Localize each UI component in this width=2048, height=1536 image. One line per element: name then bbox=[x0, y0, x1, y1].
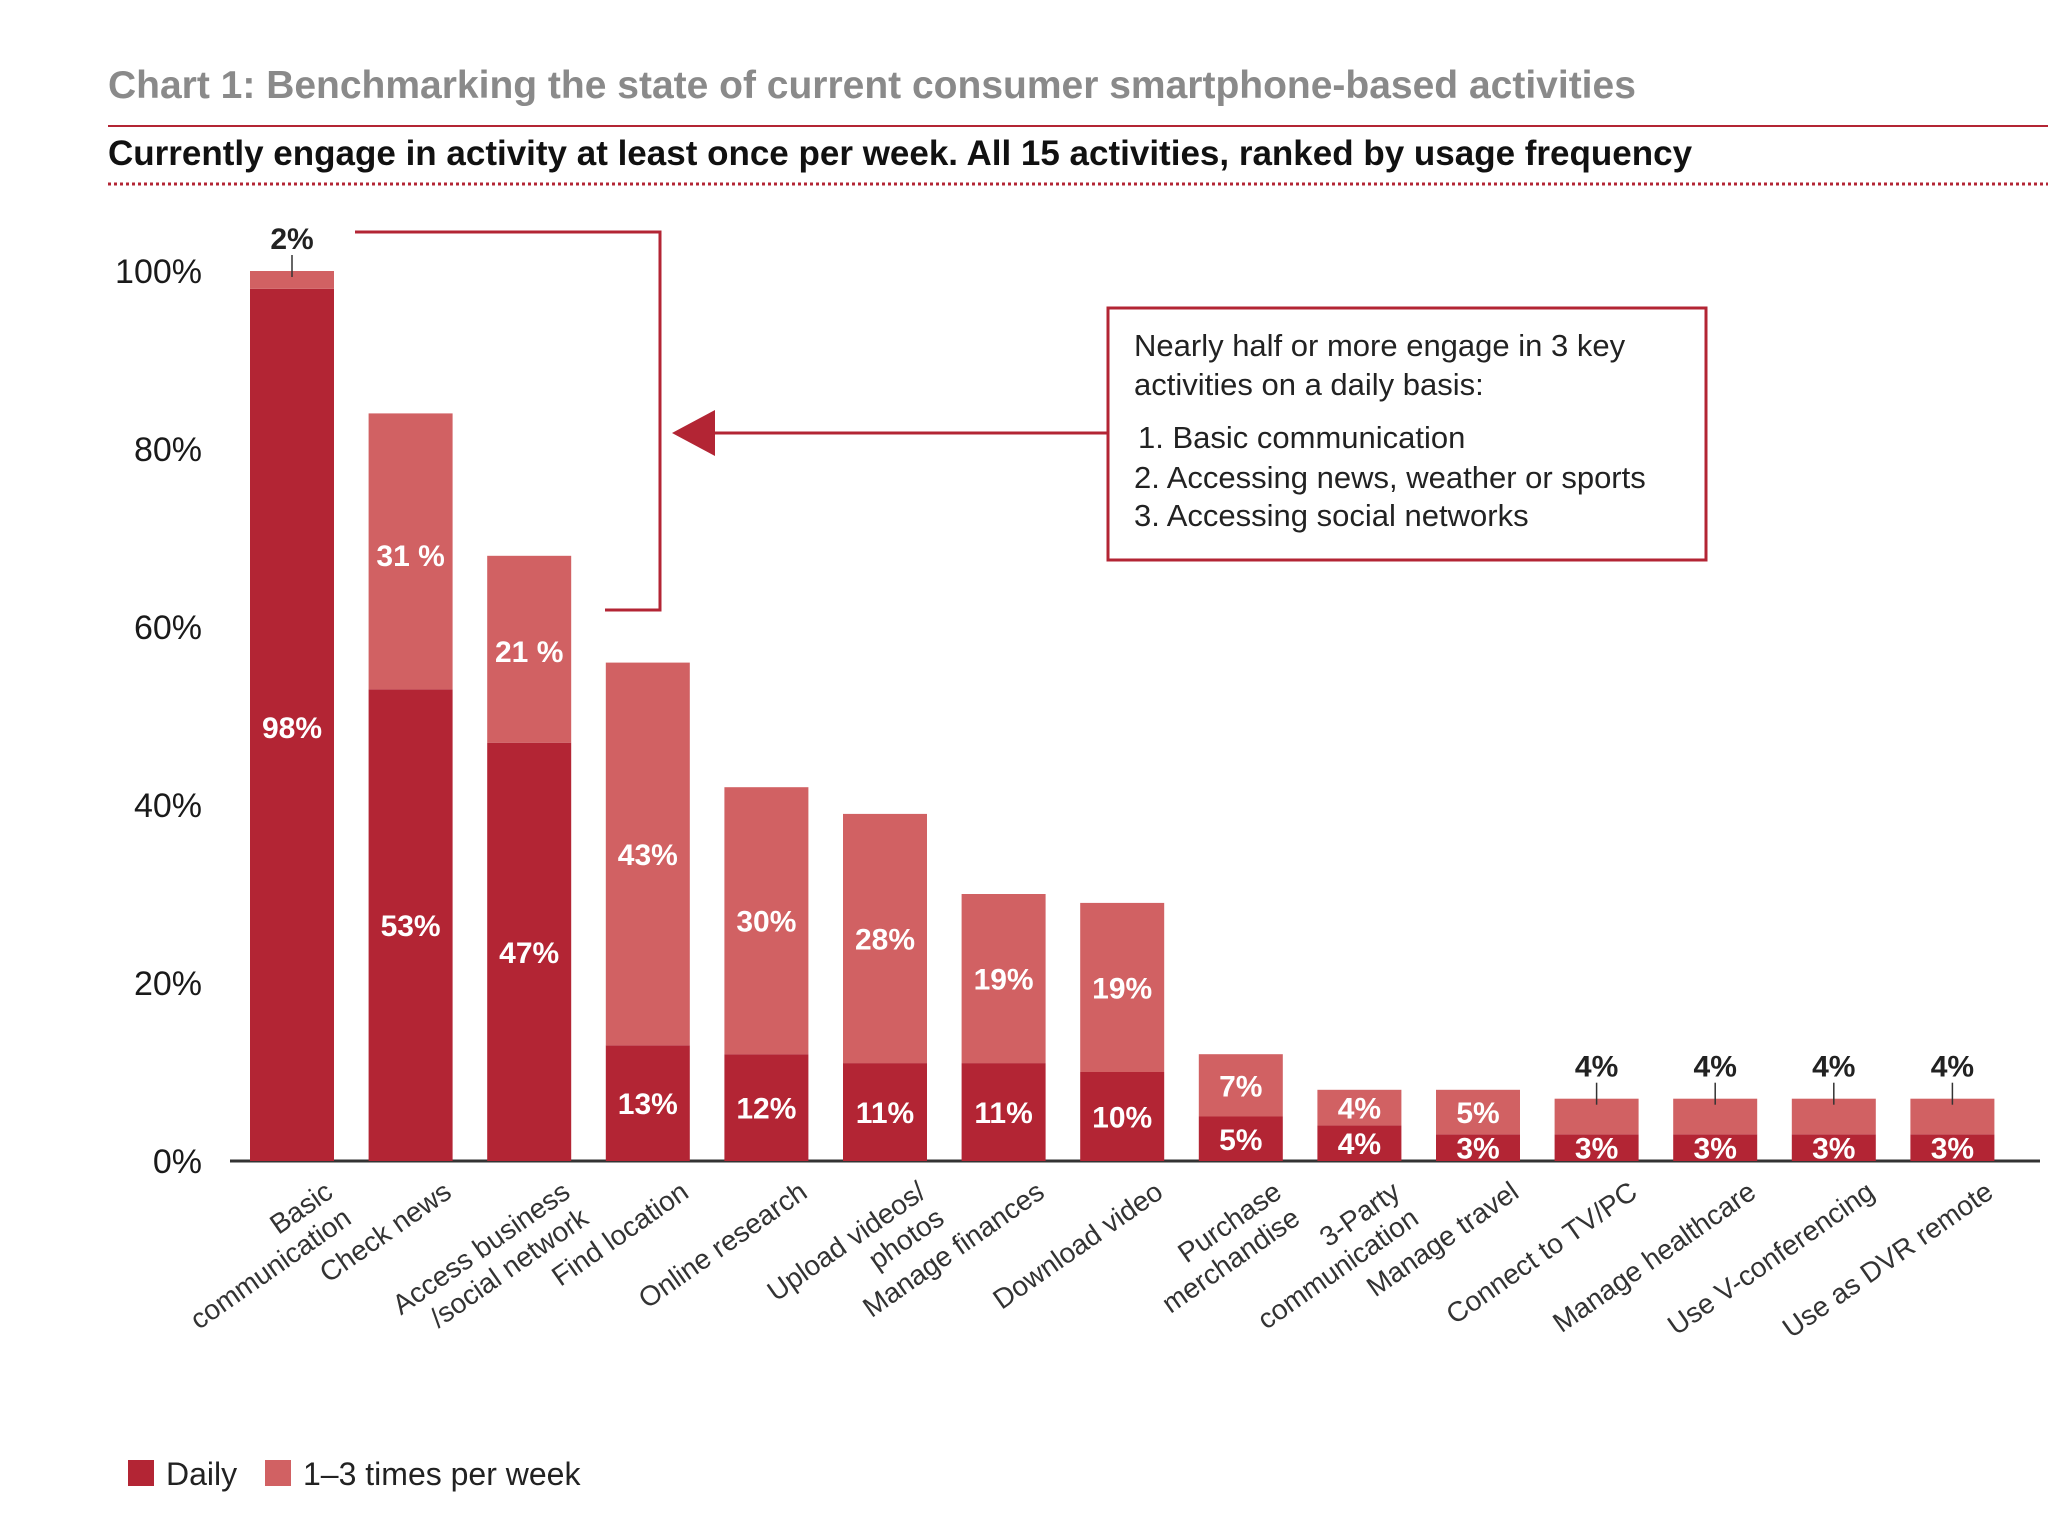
legend-swatch-daily bbox=[128, 1460, 154, 1486]
category-label: Connect to TV/PC bbox=[1440, 1176, 1642, 1331]
y-axis: 0% 20% 40% 60% 80% 100% bbox=[115, 253, 202, 1181]
y-tick-label: 0% bbox=[153, 1143, 202, 1181]
bar-daily bbox=[1673, 1134, 1758, 1161]
data-label-weekly: 7% bbox=[1219, 1070, 1262, 1103]
y-tick-label: 60% bbox=[134, 609, 202, 647]
chart-subtitle: Currently engage in activity at least on… bbox=[108, 134, 1693, 173]
category-label-line: Connect to TV/PC bbox=[1440, 1176, 1642, 1331]
bar-daily bbox=[961, 1063, 1046, 1161]
data-label-daily: 12% bbox=[736, 1093, 796, 1126]
data-label-daily: 3% bbox=[1456, 1133, 1499, 1166]
bar-daily bbox=[487, 742, 572, 1161]
chart-title: Chart 1: Benchmarking the state of curre… bbox=[108, 64, 1636, 107]
bar-weekly bbox=[250, 271, 334, 289]
legend-label-weekly: 1–3 times per week bbox=[303, 1456, 581, 1492]
data-label-daily: 3% bbox=[1575, 1133, 1618, 1166]
y-tick-label: 100% bbox=[115, 253, 202, 291]
callout-intro-line-2: activities on a daily basis: bbox=[1134, 367, 1484, 402]
data-label-daily: 4% bbox=[1338, 1128, 1381, 1161]
bar-weekly bbox=[487, 555, 572, 743]
bar-daily bbox=[1791, 1134, 1876, 1161]
callout-item-2: 2. Accessing news, weather or sports bbox=[1134, 460, 1646, 495]
bar-daily bbox=[368, 689, 453, 1161]
data-label-weekly: 4% bbox=[1694, 1051, 1737, 1084]
bar-weekly bbox=[1198, 1054, 1283, 1117]
data-label-daily: 10% bbox=[1092, 1102, 1152, 1135]
data-label-weekly: 19% bbox=[1092, 972, 1152, 1005]
category-label-line: Use as DVR remote bbox=[1777, 1176, 1999, 1344]
data-label-daily: 3% bbox=[1812, 1133, 1855, 1166]
bracket bbox=[355, 230, 662, 612]
bar-weekly bbox=[1317, 1089, 1402, 1126]
data-label-weekly: 2% bbox=[270, 223, 313, 256]
callout-box bbox=[1106, 306, 1708, 562]
y-tick-label: 40% bbox=[134, 787, 202, 825]
bar-weekly bbox=[724, 787, 809, 1055]
bar-weekly bbox=[368, 413, 453, 690]
category-label: Manage healthcare bbox=[1547, 1176, 1761, 1339]
data-label-daily: 3% bbox=[1931, 1133, 1974, 1166]
category-label-line: Use V-conferencing bbox=[1662, 1176, 1880, 1342]
bar-daily bbox=[1317, 1125, 1402, 1161]
data-label-weekly: 4% bbox=[1812, 1051, 1855, 1084]
bar-daily bbox=[1910, 1134, 1995, 1161]
category-label-line: Manage healthcare bbox=[1547, 1176, 1761, 1339]
data-label-daily: 11% bbox=[974, 1097, 1032, 1130]
bar-weekly bbox=[1080, 902, 1165, 1072]
data-label-daily: 5% bbox=[1219, 1124, 1262, 1157]
bar-daily bbox=[1554, 1134, 1639, 1161]
y-tick-label: 20% bbox=[134, 965, 202, 1003]
bar-daily bbox=[1198, 1116, 1283, 1161]
data-label-weekly: 21 % bbox=[495, 636, 563, 669]
bars: 98% 2% 53% 31 % 47% 21 % 13% 43% 12% 30% 11% 28% 11%… bbox=[250, 223, 1995, 1166]
data-label-weekly: 5% bbox=[1456, 1097, 1499, 1130]
data-label-weekly: 30% bbox=[736, 906, 796, 939]
y-tick-label: 80% bbox=[134, 431, 202, 469]
callout-item-1: 1. Basic communication bbox=[1138, 420, 1465, 455]
data-label-weekly: 43% bbox=[618, 839, 678, 872]
bar-daily bbox=[1436, 1134, 1520, 1161]
category-label: Use V-conferencing bbox=[1662, 1176, 1880, 1342]
bar-daily bbox=[250, 288, 334, 1161]
bar-weekly bbox=[1436, 1089, 1520, 1135]
bar-daily bbox=[724, 1054, 809, 1161]
bar-weekly bbox=[961, 894, 1046, 1064]
data-label-daily: 3% bbox=[1694, 1133, 1737, 1166]
arrow-head bbox=[672, 410, 715, 456]
data-label-daily: 13% bbox=[618, 1088, 678, 1121]
bar-daily bbox=[605, 1045, 690, 1161]
data-label-weekly: 31 % bbox=[376, 540, 444, 573]
data-label-weekly: 4% bbox=[1338, 1093, 1381, 1126]
data-label-daily: 47% bbox=[499, 937, 559, 970]
data-label-daily: 11% bbox=[856, 1097, 914, 1130]
category-label: Use as DVR remote bbox=[1777, 1176, 1999, 1344]
bar-daily bbox=[1080, 1072, 1165, 1161]
data-label-weekly: 4% bbox=[1931, 1051, 1974, 1084]
legend-label-daily: Daily bbox=[166, 1456, 237, 1492]
data-label-weekly: 19% bbox=[974, 964, 1034, 997]
data-label-daily: 53% bbox=[381, 910, 441, 943]
bar-weekly bbox=[843, 813, 927, 1064]
bar-weekly bbox=[605, 662, 690, 1046]
callout-item-3: 3. Accessing social networks bbox=[1134, 498, 1529, 533]
legend-swatch-weekly bbox=[265, 1460, 291, 1486]
data-label-weekly: 28% bbox=[855, 924, 915, 957]
bar-daily bbox=[843, 1063, 927, 1161]
data-label-weekly: 4% bbox=[1575, 1051, 1618, 1084]
callout-intro-line-1: Nearly half or more engage in 3 key bbox=[1134, 328, 1626, 363]
data-label-daily: 98% bbox=[262, 712, 322, 745]
